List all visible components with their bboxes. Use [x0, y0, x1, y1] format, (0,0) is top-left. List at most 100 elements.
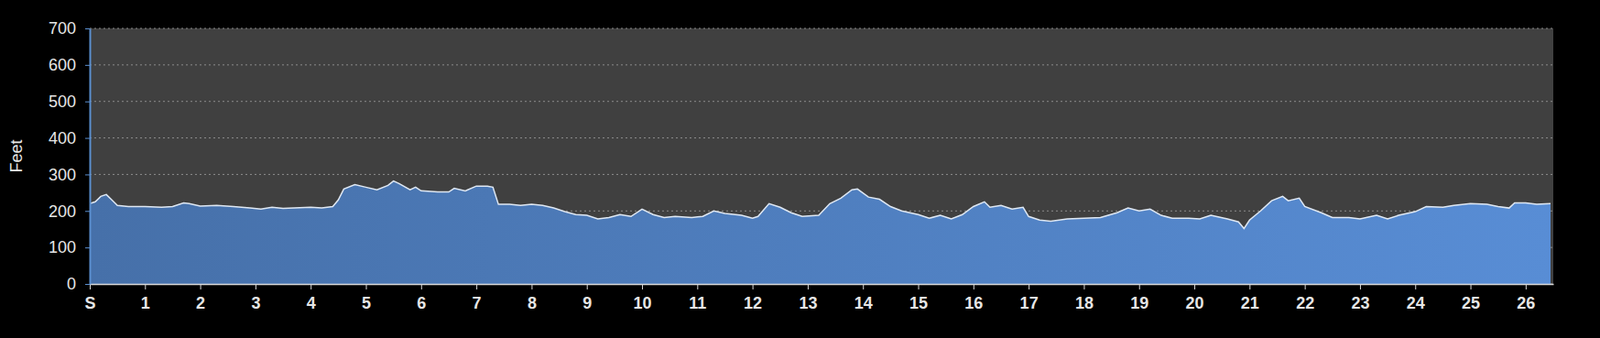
plot: S123456789101112131415161718192021222324… [48, 19, 1555, 313]
x-tick-mark [1194, 283, 1196, 290]
x-tick-label: 14 [854, 293, 873, 313]
x-tick: 14 [854, 283, 873, 313]
x-tick-mark [144, 283, 146, 290]
x-axis: S123456789101112131415161718192021222324… [84, 283, 1554, 313]
elevation-area [89, 181, 1551, 284]
x-tick: S [84, 283, 96, 313]
x-tick: 24 [1406, 283, 1426, 313]
x-tick-mark [255, 283, 257, 290]
x-tick-label: 23 [1350, 293, 1370, 313]
chart: S123456789101112131415161718192021222324… [0, 0, 1600, 338]
x-tick-mark [752, 283, 754, 290]
x-tick-mark [918, 283, 920, 290]
grid-line [89, 137, 1554, 139]
y-tick: 100 [48, 238, 90, 257]
y-tick-mark [85, 65, 90, 66]
x-tick: 1 [141, 283, 151, 313]
grid-line [89, 100, 1554, 102]
x-tick-label: 17 [1020, 293, 1039, 313]
x-tick-label: 12 [743, 293, 762, 313]
x-tick-mark [1028, 283, 1030, 290]
x-tick-mark [476, 283, 478, 290]
x-tick-mark [1083, 283, 1085, 290]
x-tick-mark [531, 283, 533, 290]
y-axis-title: Feet [7, 139, 26, 173]
y-axis: 0 100 200 300 400 500 600 700 [48, 19, 91, 294]
x-tick: 12 [743, 283, 762, 313]
x-tick: 23 [1350, 283, 1370, 313]
x-tick-mark [642, 283, 643, 290]
x-tick-mark [1470, 283, 1472, 290]
x-tick-label: 19 [1130, 293, 1149, 313]
x-tick: 26 [1516, 283, 1535, 313]
x-tick: 21 [1240, 283, 1260, 313]
x-tick: 22 [1295, 283, 1315, 313]
x-tick-mark [696, 283, 698, 290]
x-tick: 9 [582, 283, 592, 313]
x-tick: 3 [250, 283, 261, 313]
x-axis-line [90, 283, 1555, 286]
y-tick-mark [85, 174, 90, 175]
y-tick-mark [85, 138, 90, 140]
x-tick-label: 1 [141, 293, 151, 313]
x-tick-mark [1305, 283, 1307, 290]
y-tick: 200 [48, 202, 90, 221]
x-tick-label: 25 [1461, 293, 1481, 313]
elevation-line [89, 181, 1551, 229]
y-tick-mark [85, 247, 90, 249]
data-layer [89, 181, 1551, 284]
x-tick: 25 [1461, 283, 1481, 313]
x-tick: 6 [416, 283, 426, 313]
grid-line [89, 64, 1554, 66]
x-tick-label: 20 [1186, 293, 1205, 313]
x-tick-label: S [84, 293, 96, 313]
x-tick: 8 [527, 283, 537, 313]
y-tick-label: 100 [48, 238, 77, 257]
grid-line [89, 28, 1554, 30]
x-tick: 4 [306, 283, 316, 313]
x-tick-mark [1360, 283, 1361, 290]
x-tick: 13 [798, 283, 817, 313]
x-tick-label: 7 [472, 293, 482, 313]
x-tick-label: 18 [1075, 293, 1094, 313]
x-tick: 7 [472, 283, 482, 313]
x-tick-label: 21 [1240, 293, 1260, 313]
y-tick: 400 [48, 129, 90, 148]
background [0, 0, 1600, 338]
x-tick-label: 2 [195, 293, 206, 313]
x-tick-mark [807, 283, 809, 290]
x-tick-label: 4 [306, 293, 316, 313]
x-tick-label: 26 [1516, 293, 1535, 313]
x-tick-label: 10 [633, 293, 653, 313]
x-tick-mark [862, 283, 864, 290]
y-tick-label: 300 [48, 165, 77, 185]
x-tick-label: 8 [527, 293, 537, 313]
y-tick-label: 400 [48, 129, 77, 148]
y-tick: 700 [48, 19, 90, 38]
grid-line [89, 174, 1554, 175]
y-tick: 0 [66, 274, 90, 294]
x-tick: 20 [1186, 283, 1205, 313]
y-tick-label: 600 [48, 55, 77, 75]
x-tick: 2 [195, 283, 206, 313]
plot-background [89, 28, 1554, 284]
x-tick: 18 [1075, 283, 1094, 313]
x-tick: 16 [964, 283, 983, 313]
x-tick-mark [1525, 283, 1527, 290]
y-tick-label: 0 [66, 274, 77, 294]
x-tick-mark [89, 283, 91, 290]
x-tick-label: 16 [964, 293, 983, 313]
x-tick-mark [310, 283, 312, 290]
x-tick-label: 9 [582, 293, 592, 313]
x-tick-mark [421, 283, 423, 290]
y-tick: 500 [48, 92, 90, 111]
x-tick-mark [1139, 283, 1141, 290]
x-tick: 15 [909, 283, 928, 313]
grid [89, 28, 1554, 284]
x-tick: 19 [1130, 283, 1149, 313]
x-tick-mark [1414, 283, 1416, 290]
x-tick-label: 6 [416, 293, 426, 313]
x-tick-label: 24 [1406, 293, 1426, 313]
x-tick-label: 15 [909, 293, 928, 313]
x-tick-label: 5 [361, 293, 371, 313]
